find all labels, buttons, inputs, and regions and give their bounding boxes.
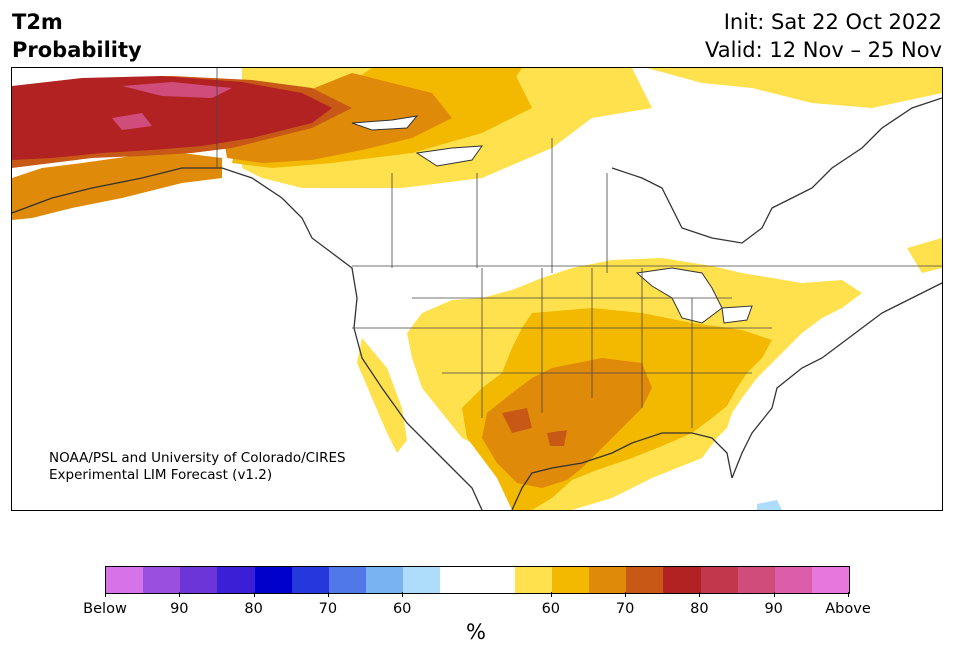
probability-map (12, 68, 942, 510)
colorbar-tick-label: 60 (392, 601, 412, 617)
colorbar-tick-label: 60 (541, 601, 561, 617)
colorbar-tick (773, 592, 775, 597)
init-date: Init: Sat 22 Oct 2022 (723, 10, 942, 34)
colorbar-tick (625, 592, 627, 597)
colorbar-cell (774, 567, 812, 593)
colorbar-cell (254, 567, 292, 593)
colorbar-cell (217, 567, 255, 593)
map-title: T2m Probability (12, 8, 142, 64)
colorbar-cell (700, 567, 738, 593)
colorbar-cell (589, 567, 627, 593)
colorbar-tick-label: Above (825, 601, 871, 617)
colorbar-cell (514, 567, 552, 593)
colorbar-cell (626, 567, 664, 593)
colorbar-cell (477, 567, 515, 593)
colorbar-cell (737, 567, 775, 593)
shading-80-90 (12, 73, 652, 488)
credit-text: NOAA/PSL and University of Colorado/CIRE… (49, 450, 346, 484)
forecast-dates: Init: Sat 22 Oct 2022 Valid: 12 Nov – 25… (705, 8, 942, 64)
colorbar-tick (105, 592, 106, 597)
colorbar-tick (848, 592, 849, 597)
colorbar-cell (811, 567, 850, 593)
colorbar-cell (440, 567, 478, 593)
colorbar-cell (106, 567, 144, 593)
colorbar-cell (328, 567, 367, 593)
colorbar-tick (253, 592, 255, 597)
colorbar-tick (699, 592, 701, 597)
colorbar (105, 566, 850, 594)
colorbar-cell (366, 567, 404, 593)
variable-label: T2m (12, 10, 63, 34)
variable-subtitle: Probability (12, 38, 142, 62)
colorbar-cell (143, 567, 181, 593)
colorbar-cell (180, 567, 218, 593)
shading-extreme (112, 82, 232, 130)
coastlines (12, 97, 942, 510)
great-lakes (351, 115, 753, 324)
colorbar-tick-label: 90 (170, 601, 189, 617)
colorbar-ticks (105, 592, 850, 598)
colorbar-cell (551, 567, 590, 593)
colorbar-cell (663, 567, 701, 593)
colorbar-tick-label: Below (83, 601, 127, 617)
colorbar-cell (291, 567, 329, 593)
colorbar-tick-label: 80 (690, 601, 709, 617)
colorbar-unit: % (466, 620, 486, 644)
valid-range: Valid: 12 Nov – 25 Nov (705, 38, 942, 62)
colorbar-tick-label: 90 (764, 601, 783, 617)
credit-line-2: Experimental LIM Forecast (v1.2) (49, 467, 273, 483)
colorbar-tick-label: 70 (318, 601, 338, 617)
colorbar-tick (327, 592, 329, 597)
state-borders (216, 68, 942, 428)
shading-above (12, 76, 332, 160)
map-panel (11, 67, 943, 511)
colorbar-tick-label: 70 (615, 601, 635, 617)
credit-line-1: NOAA/PSL and University of Colorado/CIRE… (49, 450, 346, 466)
shading-below-60 (757, 500, 782, 510)
colorbar-tick-label: 80 (244, 601, 263, 617)
colorbar-tick (550, 592, 552, 597)
colorbar-tick (402, 592, 404, 597)
colorbar-cell (403, 567, 441, 593)
colorbar-tick (179, 592, 181, 597)
